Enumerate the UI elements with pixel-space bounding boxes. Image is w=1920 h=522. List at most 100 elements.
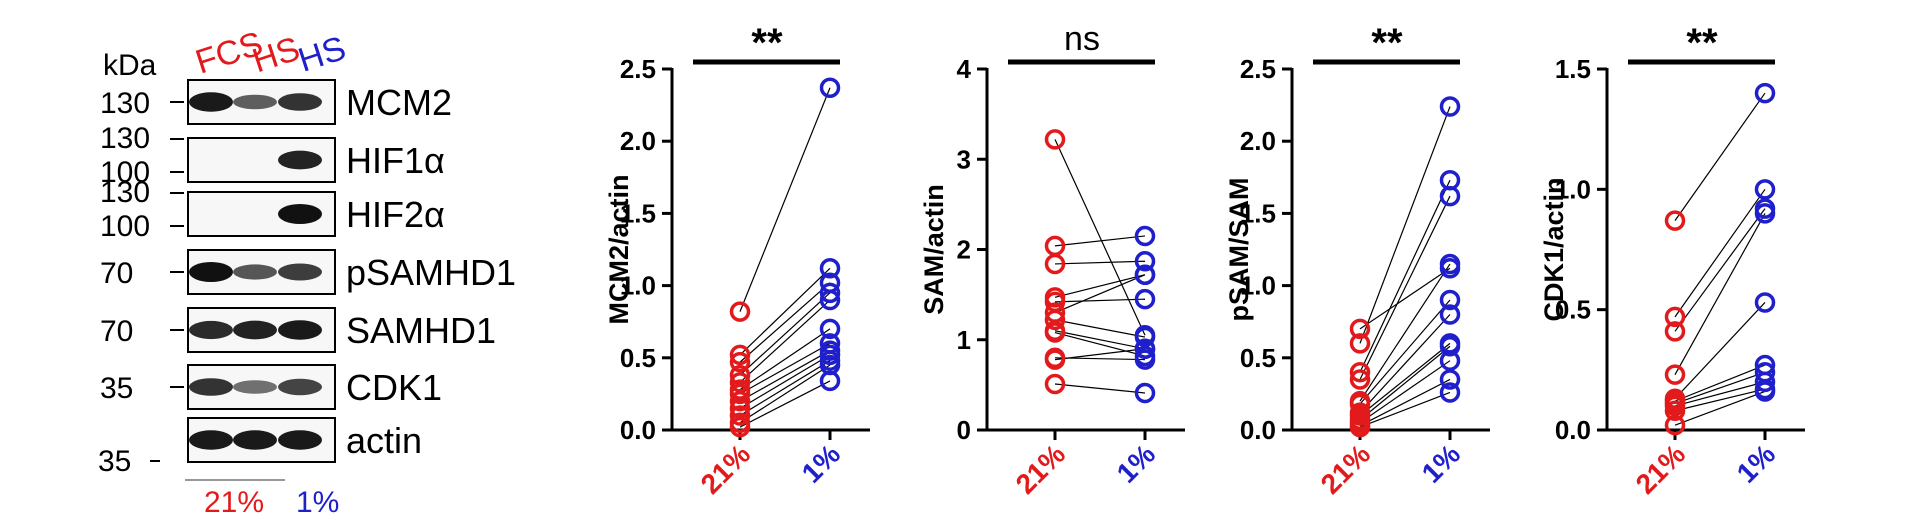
- significance-label: **: [1686, 21, 1718, 65]
- chart-sam-actin: 0 1 2 3 4 SAM/actin 21% 1% ns: [919, 20, 1185, 500]
- mw-marker: 100: [100, 210, 150, 243]
- pair-line: [1054, 260, 1146, 265]
- point-normoxia: [1349, 416, 1371, 438]
- y-tick-label: 2.0: [620, 126, 656, 156]
- pair-line: [1359, 267, 1451, 330]
- point-hypoxia: [819, 370, 841, 392]
- pair-line: [1359, 342, 1451, 417]
- blot-band: [233, 430, 277, 450]
- protein-label: MCM2: [346, 82, 452, 123]
- condition-hypoxia-label: 1%: [296, 486, 339, 519]
- blot-band: [278, 150, 322, 170]
- lane-labels: FCS HS HS: [191, 24, 350, 81]
- x-category-label: 1%: [796, 438, 847, 489]
- y-tick-label: 1.5: [1555, 54, 1591, 84]
- pair-line: [1359, 314, 1451, 414]
- pair-line: [739, 267, 831, 356]
- pair-line: [739, 350, 831, 402]
- pair-line: [1054, 298, 1146, 303]
- significance-label: **: [1371, 21, 1403, 65]
- point-hypoxia: [1439, 335, 1461, 357]
- bottom-mw-marker: 35: [98, 445, 131, 478]
- point-hypoxia: [1754, 371, 1776, 393]
- x-category-label: 1%: [1731, 438, 1782, 489]
- pair-line: [1359, 299, 1451, 405]
- blot-band: [233, 264, 277, 280]
- point-hypoxia: [1134, 288, 1156, 310]
- point-hypoxia: [1439, 253, 1461, 275]
- mw-marker: 70: [100, 257, 133, 290]
- point-normoxia: [1664, 364, 1686, 385]
- point-normoxia: [729, 372, 751, 393]
- pair-line: [739, 360, 831, 417]
- point-hypoxia: [1754, 203, 1776, 224]
- point-hypoxia: [1134, 250, 1156, 272]
- y-tick-label: 0.5: [1555, 295, 1591, 325]
- point-hypoxia: [819, 289, 841, 311]
- y-tick-label: 1.0: [1555, 174, 1591, 204]
- y-tick-label: 0.0: [620, 415, 656, 445]
- point-hypoxia: [1134, 264, 1156, 286]
- pair-line: [1054, 330, 1146, 350]
- chart-psam-sam: 0.0 0.5 1.0 1.5 2.0 2.5 pSAM/SAM 21% 1% **: [1224, 21, 1490, 500]
- point-normoxia: [1349, 318, 1371, 340]
- blot-row: CDK1 35: [100, 364, 442, 410]
- point-normoxia: [1044, 309, 1066, 331]
- point-hypoxia: [1134, 326, 1156, 348]
- pair-line: [739, 342, 831, 395]
- y-axis-label: MCM2/actin: [604, 174, 634, 324]
- point-normoxia: [1044, 235, 1066, 257]
- point-hypoxia: [1439, 185, 1461, 207]
- y-tick-label: 1.0: [620, 271, 656, 301]
- y-tick-label: 2: [957, 235, 971, 265]
- pair-line: [1054, 319, 1146, 338]
- pair-line: [1674, 92, 1766, 221]
- point-hypoxia: [1134, 382, 1156, 404]
- y-axis-label: CDK1/actin: [1539, 177, 1569, 321]
- y-tick-label: 2.0: [1240, 126, 1276, 156]
- y-tick-label: 0: [957, 415, 971, 445]
- blot-band: [189, 378, 233, 396]
- y-tick-label: 1: [957, 325, 971, 355]
- data-points: [1349, 96, 1461, 438]
- protein-label: CDK1: [346, 367, 442, 408]
- point-normoxia: [1664, 306, 1686, 328]
- x-category-label: 21%: [1630, 438, 1692, 500]
- mw-marker: 130: [100, 122, 150, 155]
- pair-line: [1359, 106, 1451, 344]
- pair-line: [739, 354, 831, 409]
- point-normoxia: [1349, 361, 1371, 383]
- y-tick-label: 0.0: [1240, 415, 1276, 445]
- pair-lines: [1674, 92, 1766, 426]
- point-normoxia: [1349, 369, 1371, 390]
- pair-line: [1674, 390, 1766, 426]
- blot-band: [233, 380, 277, 394]
- blot-band: [189, 430, 233, 450]
- condition-normoxia-label: 21%: [204, 486, 264, 519]
- point-normoxia: [1664, 414, 1686, 436]
- blot-row: pSAMHD1 70: [100, 249, 516, 295]
- pair-lines: [1359, 106, 1451, 428]
- point-hypoxia: [1134, 349, 1156, 370]
- pair-line: [739, 87, 831, 312]
- pair-line: [1054, 348, 1146, 361]
- y-tick-label: 1.5: [620, 198, 656, 228]
- point-normoxia: [1044, 373, 1066, 395]
- point-hypoxia: [1439, 289, 1461, 311]
- point-normoxia: [729, 364, 751, 386]
- y-tick-label: 0.5: [620, 343, 656, 373]
- point-hypoxia: [1439, 382, 1461, 403]
- blot-band: [189, 262, 233, 282]
- blot-band: [278, 204, 322, 224]
- protein-label: actin: [346, 420, 422, 461]
- point-normoxia: [729, 351, 751, 373]
- pair-line: [1054, 383, 1146, 394]
- protein-label: pSAMHD1: [346, 252, 516, 293]
- pair-lines: [1054, 139, 1146, 394]
- data-points: [1044, 129, 1156, 404]
- y-tick-label: 1.5: [1240, 198, 1276, 228]
- pair-line: [1674, 208, 1766, 332]
- blot-band: [278, 93, 322, 111]
